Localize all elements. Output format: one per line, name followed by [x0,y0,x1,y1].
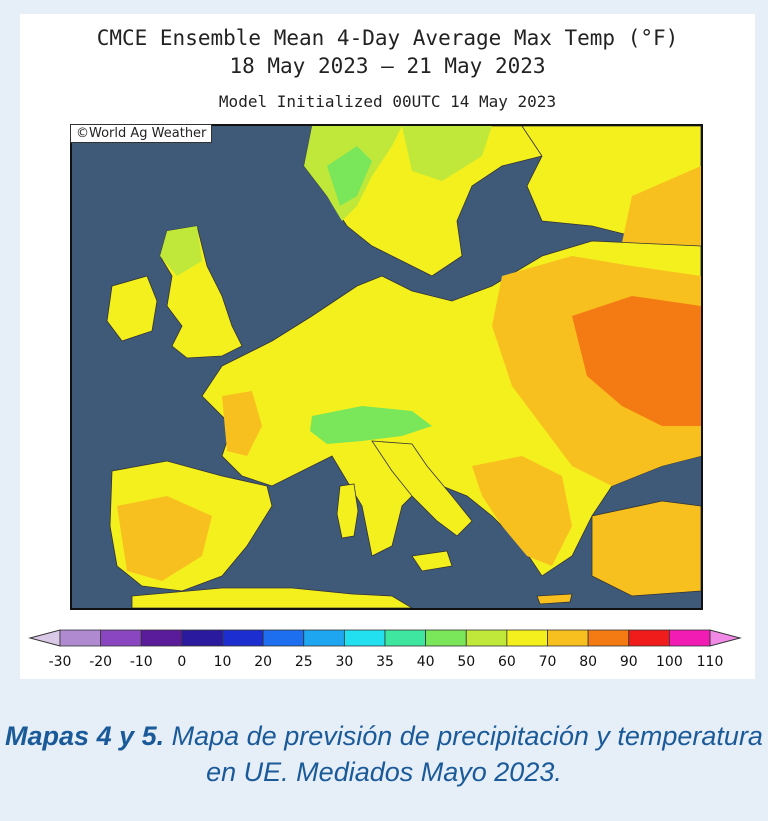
corsica-sardinia [336,483,359,539]
france-warm-patch [222,391,262,456]
legend-swatch [181,629,223,647]
legend-swatch [140,629,183,647]
legend-tick-label: 30 [335,654,353,670]
legend-swatch [628,629,670,647]
legend-tick-label: 10 [214,654,232,670]
north-africa-land [131,587,413,608]
legend-tick-label: 90 [620,654,638,670]
legend-tick-label: -10 [130,654,153,670]
legend-tick-label: 20 [254,654,272,670]
legend-swatch [425,629,467,647]
legend-tick-label: 110 [697,654,724,670]
legend-swatch [262,629,305,647]
legend-swatch [222,629,264,647]
legend-arrow-left [28,629,61,647]
caption-label: Mapas 4 y 5. [5,721,165,751]
legend-tick-label: 80 [579,654,597,670]
legend-swatch [547,629,589,647]
norway-mountains [327,146,372,206]
legend-tick-label: 50 [457,654,475,670]
caption-text: Mapa de previsión de precipitación y tem… [164,721,763,787]
legend-swatch [384,629,427,647]
crete [536,593,573,605]
legend-tick-label: 100 [656,654,683,670]
scotland-cool [160,226,202,276]
legend-swatch [303,629,345,647]
legend-swatch [465,629,508,647]
temperature-legend: -30 -20 -10 0 10 20 25 30 35 40 50 60 70 80 90 100 110 [28,629,742,670]
map-date-range: 18 May 2023 – 21 May 2023 [229,54,546,78]
alps-cool [310,406,432,444]
legend-color-bar [28,629,742,647]
balkans-warm [472,456,572,566]
legend-swatch [343,629,386,647]
temperature-map [70,124,703,610]
legend-swatch [100,629,142,647]
sicily [411,550,453,572]
scandinavia-north-cool [402,126,492,181]
map-credit: ©World Ag Weather [70,124,213,143]
map-svg [72,126,701,608]
legend-tick-labels: -30 -20 -10 0 10 20 25 30 35 40 50 60 70 80 90 100 110 [49,654,724,670]
map-title: CMCE Ensemble Mean 4-Day Average Max Tem… [96,26,679,50]
italy-land [371,440,473,537]
legend-swatch [506,629,548,647]
model-initialized-label: Model Initialized 00UTC 14 May 2023 [218,92,557,111]
legend-tick-label: 60 [498,654,516,670]
legend-tick-label: 40 [417,654,435,670]
legend-tick-label: 25 [295,654,313,670]
map-figure: CMCE Ensemble Mean 4-Day Average Max Tem… [20,14,755,679]
figure-caption: Mapas 4 y 5. Mapa de previsión de precip… [0,718,768,790]
legend-arrow-right [709,629,742,647]
legend-tick-label: -30 [49,654,72,670]
legend-tick-label: -20 [89,654,112,670]
turkey-land [591,500,701,597]
legend-swatch [59,629,102,647]
legend-swatch [668,629,711,647]
legend-tick-label: 35 [376,654,394,670]
legend-tick-label: 70 [539,654,557,670]
legend-swatch [587,629,630,647]
legend-tick-label: 0 [177,654,186,670]
ireland-land [106,275,158,342]
iberia-warm [117,496,212,581]
ukraine-hot [572,296,701,426]
